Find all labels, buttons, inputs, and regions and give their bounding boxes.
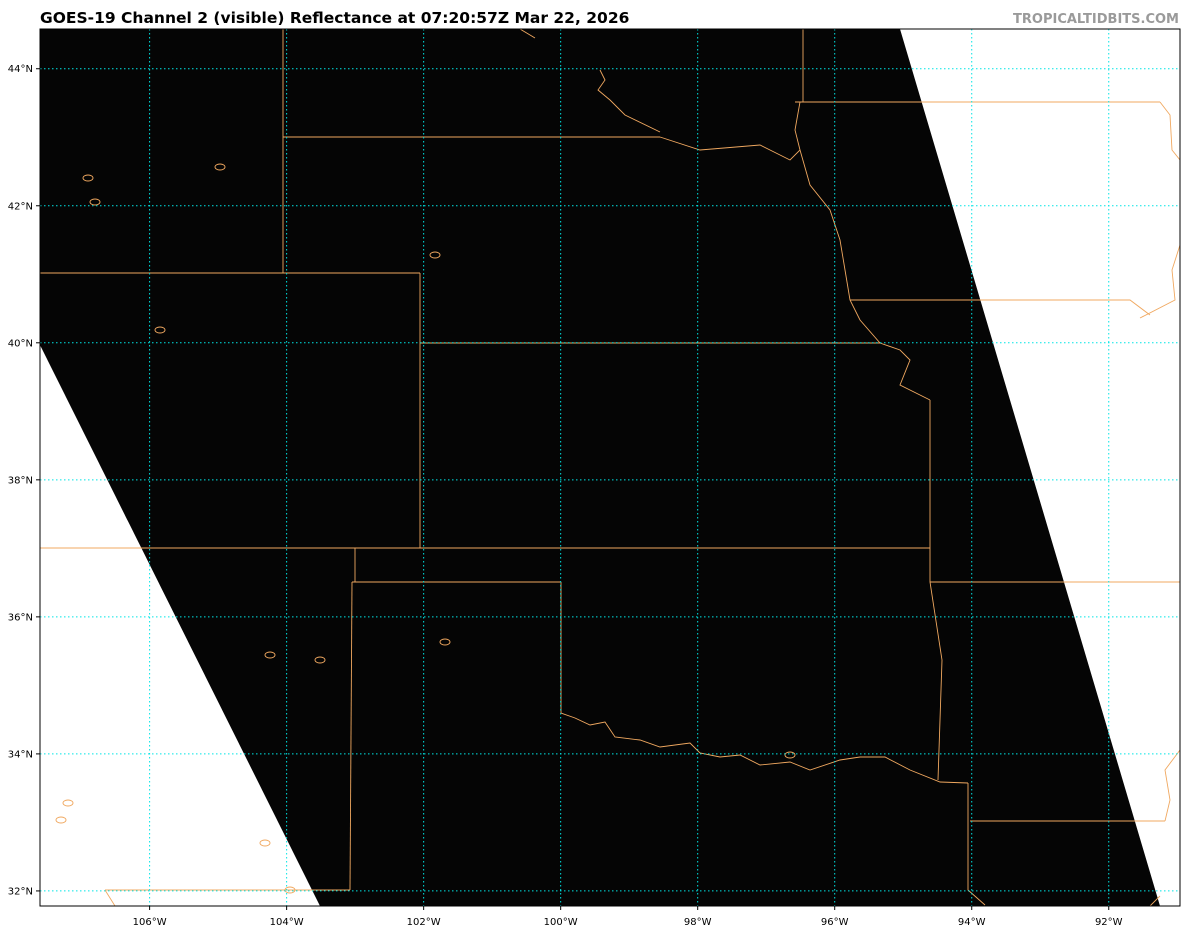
longitude-label: 94°W <box>958 917 986 928</box>
longitude-label: 106°W <box>133 917 167 928</box>
longitude-label: 92°W <box>1095 917 1123 928</box>
state-border <box>1149 895 1161 906</box>
state-borders <box>40 29 1180 906</box>
state-border <box>560 582 969 784</box>
latitude-label: 44°N <box>8 64 33 75</box>
latitude-label: 36°N <box>8 612 33 623</box>
lake-outline <box>55 816 67 824</box>
watermark: TROPICALTIDBITS.COM <box>1013 12 1179 27</box>
lake-outline <box>284 886 296 894</box>
lake-outline <box>214 163 226 171</box>
latitude-label: 38°N <box>8 475 33 486</box>
map-title: GOES-19 Channel 2 (visible) Reflectance … <box>40 9 630 27</box>
lake-outline <box>82 174 94 182</box>
lake-outline <box>264 651 276 659</box>
state-border <box>1159 101 1180 161</box>
state-border <box>929 548 943 781</box>
state-border <box>1164 749 1180 822</box>
state-border <box>1139 244 1180 319</box>
latitude-label: 42°N <box>8 201 33 212</box>
longitude-label: 104°W <box>270 917 304 928</box>
longitude-label: 98°W <box>684 917 712 928</box>
map-frame <box>39 28 1181 907</box>
state-border <box>349 581 353 891</box>
state-border <box>659 101 801 161</box>
lake-outline <box>439 638 451 646</box>
lake-outline <box>259 839 271 847</box>
state-border <box>850 299 1151 316</box>
latitude-label: 32°N <box>8 886 33 897</box>
lake-outline <box>784 751 796 759</box>
latitude-label: 34°N <box>8 749 33 760</box>
longitude-label: 102°W <box>407 917 441 928</box>
longitude-label: 100°W <box>544 917 578 928</box>
lake-outline <box>62 799 74 807</box>
latitude-label: 40°N <box>8 338 33 349</box>
lake-outline <box>154 326 166 334</box>
state-border <box>104 889 116 906</box>
state-border <box>519 29 536 39</box>
lake-outline <box>429 251 441 259</box>
state-border <box>597 69 661 133</box>
lake-outline <box>89 198 101 206</box>
longitude-label: 96°W <box>821 917 849 928</box>
state-border <box>799 149 931 401</box>
imagery-swath <box>40 29 1160 906</box>
state-border <box>967 783 986 906</box>
lake-outline <box>314 656 326 664</box>
